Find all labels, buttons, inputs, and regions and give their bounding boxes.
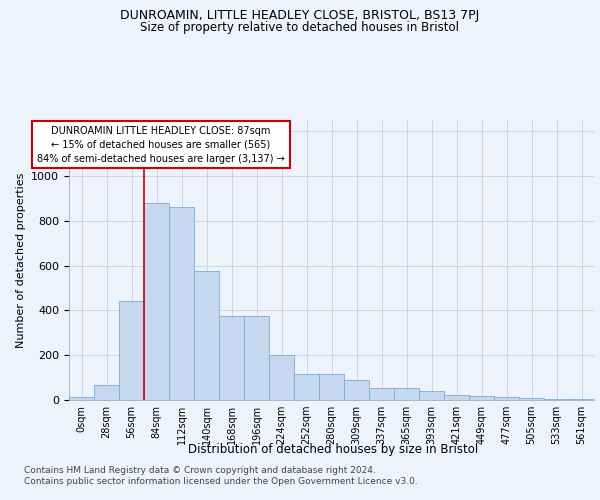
Y-axis label: Number of detached properties: Number of detached properties bbox=[16, 172, 26, 348]
Bar bbox=[519, 398, 544, 400]
Bar bbox=[219, 316, 244, 400]
Bar bbox=[444, 395, 469, 400]
Bar bbox=[119, 302, 144, 400]
Bar bbox=[194, 270, 219, 400]
Bar bbox=[94, 386, 119, 400]
Bar bbox=[569, 399, 594, 400]
Bar bbox=[244, 316, 269, 400]
Bar bbox=[469, 396, 494, 400]
Bar bbox=[269, 355, 294, 400]
Text: DUNROAMIN, LITTLE HEADLEY CLOSE, BRISTOL, BS13 7PJ: DUNROAMIN, LITTLE HEADLEY CLOSE, BRISTOL… bbox=[121, 8, 479, 22]
Bar bbox=[319, 374, 344, 400]
Bar bbox=[544, 399, 569, 400]
Bar bbox=[69, 398, 94, 400]
Text: Distribution of detached houses by size in Bristol: Distribution of detached houses by size … bbox=[188, 442, 478, 456]
Bar bbox=[494, 396, 519, 400]
Bar bbox=[169, 208, 194, 400]
Text: DUNROAMIN LITTLE HEADLEY CLOSE: 87sqm
← 15% of detached houses are smaller (565): DUNROAMIN LITTLE HEADLEY CLOSE: 87sqm ← … bbox=[37, 126, 285, 164]
Bar bbox=[369, 388, 394, 400]
Bar bbox=[294, 374, 319, 400]
Bar bbox=[344, 380, 369, 400]
Bar bbox=[394, 388, 419, 400]
Bar bbox=[144, 203, 169, 400]
Bar bbox=[419, 391, 444, 400]
Text: Size of property relative to detached houses in Bristol: Size of property relative to detached ho… bbox=[140, 21, 460, 34]
Text: Contains public sector information licensed under the Open Government Licence v3: Contains public sector information licen… bbox=[24, 478, 418, 486]
Text: Contains HM Land Registry data © Crown copyright and database right 2024.: Contains HM Land Registry data © Crown c… bbox=[24, 466, 376, 475]
